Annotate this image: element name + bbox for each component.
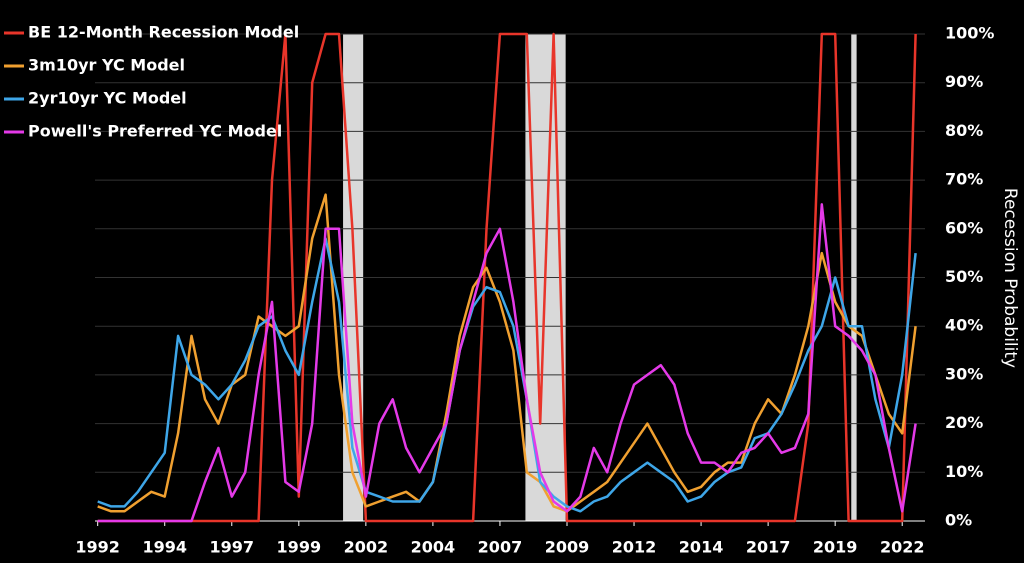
y-tick-label: 70% bbox=[945, 170, 983, 189]
y-axis-label: Recession Probability bbox=[1000, 188, 1020, 368]
x-tick-label: 1994 bbox=[142, 538, 187, 557]
y-tick-label: 30% bbox=[945, 364, 983, 383]
x-tick-label: 2017 bbox=[746, 538, 791, 557]
legend-label: Powell's Preferred YC Model bbox=[28, 122, 282, 141]
x-tick-label: 2004 bbox=[411, 538, 456, 557]
x-tick-label: 2022 bbox=[880, 538, 925, 557]
x-tick-label: 1992 bbox=[75, 538, 120, 557]
x-tick-label: 2002 bbox=[344, 538, 389, 557]
x-tick-label: 2014 bbox=[679, 538, 724, 557]
x-tick-label: 1997 bbox=[210, 538, 255, 557]
y-tick-label: 40% bbox=[945, 316, 983, 335]
y-tick-label: 20% bbox=[945, 413, 983, 432]
x-tick-label: 2007 bbox=[478, 538, 523, 557]
legend-label: BE 12-Month Recession Model bbox=[28, 23, 299, 42]
y-tick-label: 60% bbox=[945, 218, 983, 237]
y-tick-label: 10% bbox=[945, 462, 983, 481]
y-tick-label: 50% bbox=[945, 267, 983, 286]
legend-label: 3m10yr YC Model bbox=[28, 56, 185, 75]
y-tick-label: 0% bbox=[945, 511, 972, 530]
legend-label: 2yr10yr YC Model bbox=[28, 89, 187, 108]
y-tick-label: 90% bbox=[945, 72, 983, 91]
series-line bbox=[97, 32, 917, 523]
y-tick-label: 100% bbox=[945, 24, 994, 43]
x-tick-label: 1999 bbox=[277, 538, 322, 557]
y-tick-label: 80% bbox=[945, 121, 983, 140]
x-tick-label: 2009 bbox=[545, 538, 590, 557]
x-tick-label: 2019 bbox=[813, 538, 858, 557]
series-line bbox=[97, 203, 917, 523]
series-line bbox=[97, 237, 917, 513]
x-tick-label: 2012 bbox=[612, 538, 657, 557]
